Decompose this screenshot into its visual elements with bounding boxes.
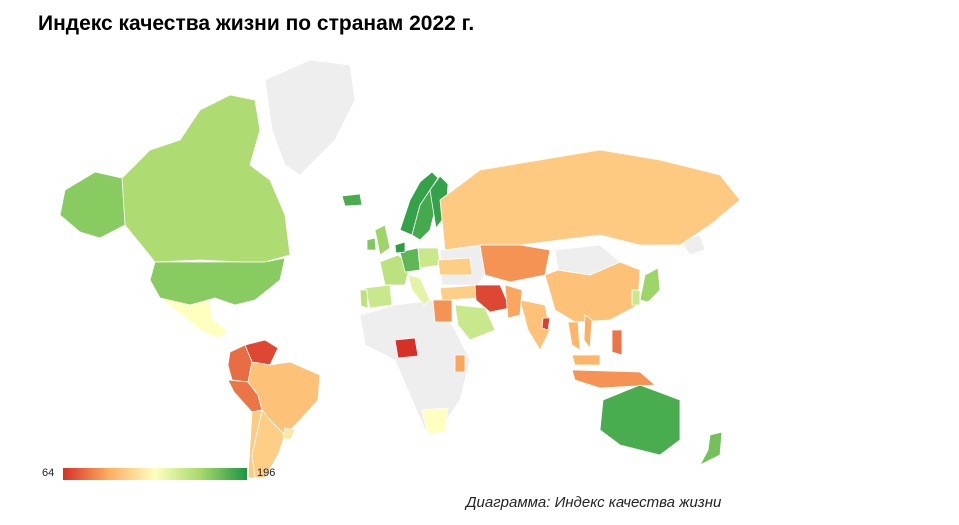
country-germany[interactable] xyxy=(399,247,421,273)
country-india[interactable] xyxy=(519,299,551,351)
country-italy[interactable] xyxy=(407,274,431,306)
country-malaysia[interactable] xyxy=(571,354,601,366)
country-saudi-arabia[interactable] xyxy=(454,304,496,341)
country-russia[interactable] xyxy=(439,149,741,251)
chart-title: Индекс качества жизни по странам 2022 г. xyxy=(38,12,475,35)
country-brazil[interactable] xyxy=(247,361,321,436)
country-poland[interactable] xyxy=(417,247,441,269)
country-ukraine[interactable] xyxy=(437,257,473,276)
country-thailand[interactable] xyxy=(567,321,581,351)
country-nigeria[interactable] xyxy=(394,337,419,359)
country-philippines[interactable] xyxy=(611,329,623,356)
country-greenland[interactable] xyxy=(264,59,356,176)
no-data-region xyxy=(359,299,471,431)
country-mexico[interactable] xyxy=(159,297,229,339)
country-ireland[interactable] xyxy=(366,237,377,251)
country-usa[interactable] xyxy=(149,257,286,306)
country-iran[interactable] xyxy=(474,284,511,313)
legend-max-label: 196 xyxy=(257,467,276,479)
country-indonesia[interactable] xyxy=(571,369,657,389)
country-mongolia[interactable] xyxy=(554,244,621,276)
country-kazakhstan[interactable] xyxy=(479,244,551,283)
country-new-zealand[interactable] xyxy=(699,431,723,466)
country-spain[interactable] xyxy=(364,284,393,309)
country-iceland[interactable] xyxy=(341,193,363,207)
country-uruguay[interactable] xyxy=(282,427,296,441)
chart-caption: Диаграмма: Индекс качества жизни xyxy=(466,494,722,511)
country-japan[interactable] xyxy=(639,267,661,303)
country-egypt[interactable] xyxy=(432,299,453,323)
legend-min-label: 64 xyxy=(42,467,55,479)
country-uk[interactable] xyxy=(374,224,391,256)
country-alaska[interactable] xyxy=(59,171,126,239)
legend-color-bar xyxy=(63,468,247,480)
country-south-africa[interactable] xyxy=(421,407,449,435)
country-canada[interactable] xyxy=(119,94,291,263)
country-portugal[interactable] xyxy=(359,289,369,309)
country-vietnam[interactable] xyxy=(583,314,593,350)
country-korea[interactable] xyxy=(631,289,641,306)
country-kenya[interactable] xyxy=(454,354,466,373)
country-australia[interactable] xyxy=(599,384,681,456)
country-pakistan[interactable] xyxy=(504,284,523,319)
country-netherlands[interactable] xyxy=(394,241,406,254)
country-chile[interactable] xyxy=(247,409,263,479)
country-bangladesh[interactable] xyxy=(541,317,551,331)
